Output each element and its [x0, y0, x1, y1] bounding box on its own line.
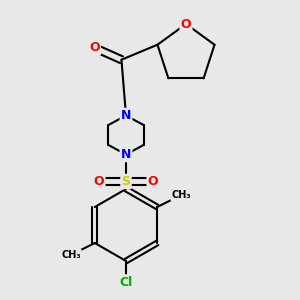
Text: O: O: [148, 175, 158, 188]
Text: S: S: [122, 175, 130, 188]
Text: O: O: [94, 175, 104, 188]
Text: N: N: [121, 148, 131, 161]
Text: O: O: [89, 41, 100, 54]
Text: CH₃: CH₃: [171, 190, 191, 200]
Text: N: N: [121, 109, 131, 122]
Text: O: O: [181, 17, 191, 31]
Text: Cl: Cl: [119, 275, 133, 289]
Text: CH₃: CH₃: [61, 250, 81, 260]
